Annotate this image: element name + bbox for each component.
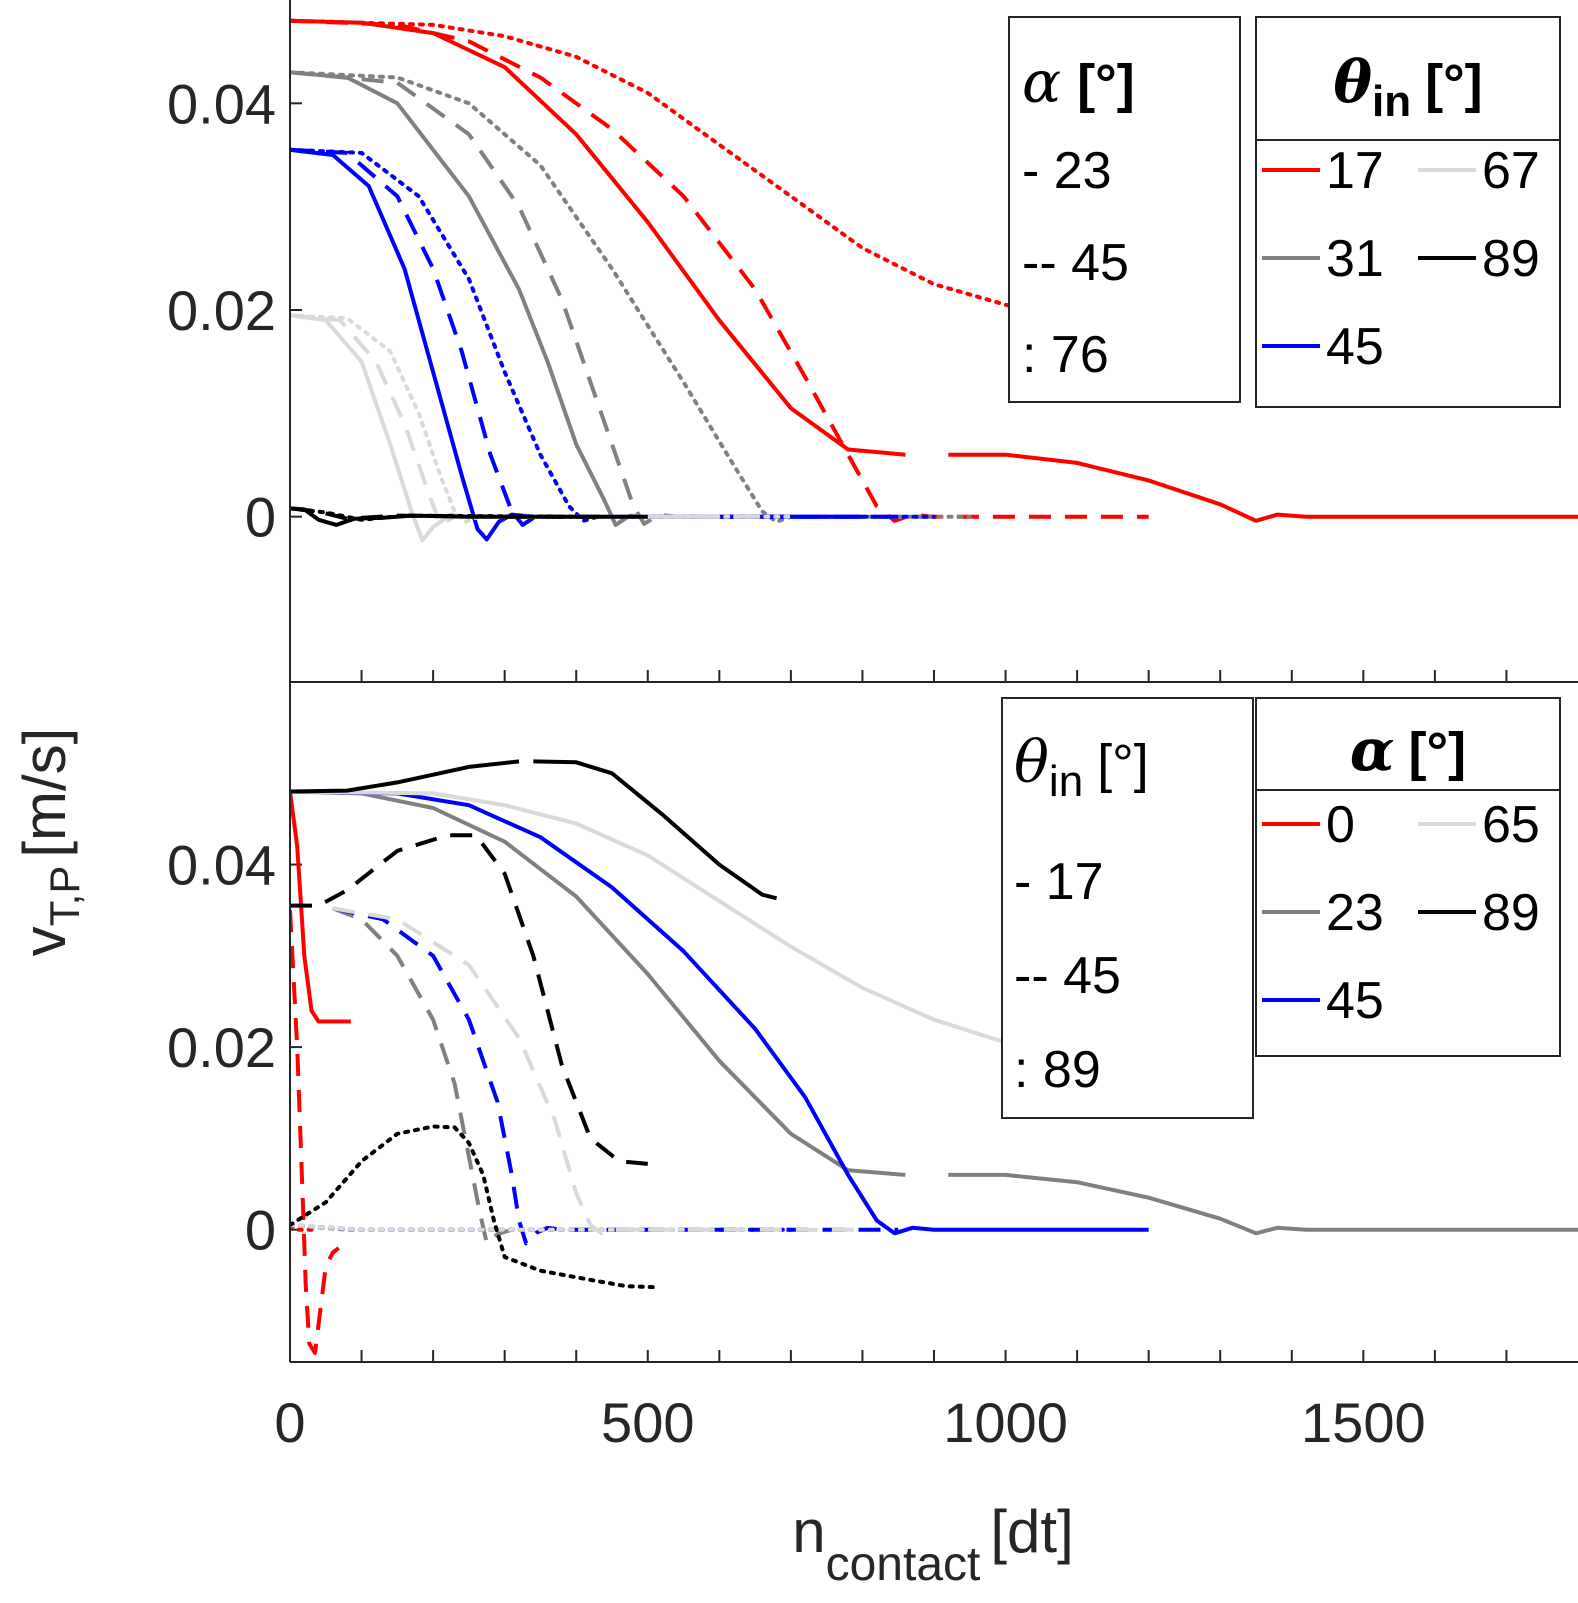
series-segment xyxy=(290,833,648,1166)
series-segment xyxy=(290,313,720,543)
series-line xyxy=(290,70,934,526)
series-line xyxy=(290,506,579,522)
bottom-style-entry: - 17 xyxy=(1014,853,1104,911)
bottom-style-entry: -- 45 xyxy=(1014,947,1121,1005)
series-segment xyxy=(533,759,778,901)
legend-label: 45 xyxy=(1326,318,1384,376)
top-legend-color: θin [°] 17 67 31 89 45 xyxy=(1255,16,1561,408)
series-segment xyxy=(290,789,1078,1054)
top-style-entry: - 23 xyxy=(1022,142,1112,200)
series-line xyxy=(290,1223,722,1232)
series-segment xyxy=(290,1223,722,1232)
series-segment xyxy=(290,70,972,524)
bottom-panel: 0 0.02 0.04 0 500 1000 1500 xyxy=(167,682,1578,1454)
top-legend-style: α [°] - 23 -- 45 : 76 xyxy=(1008,16,1241,403)
series-line xyxy=(290,313,756,527)
series-segment xyxy=(290,147,899,527)
series-line xyxy=(290,789,1078,1054)
top-color-entries: 17 67 31 89 45 xyxy=(1262,142,1540,376)
series-line xyxy=(290,789,1578,1236)
legend-label: 23 xyxy=(1326,884,1384,942)
legend-label: 89 xyxy=(1482,230,1540,288)
series-line xyxy=(290,147,936,523)
bottom-legend-color: α [°] 0 65 23 89 45 xyxy=(1255,697,1561,1057)
legend-label: 17 xyxy=(1326,142,1384,200)
series-segment xyxy=(332,906,863,1236)
series-line xyxy=(290,70,863,527)
x-tick-label: 0 xyxy=(274,1391,305,1454)
y-axis-label: vT,P[m/s] xyxy=(11,728,88,957)
series-line xyxy=(290,18,1149,523)
series-segment xyxy=(290,18,1080,318)
series-segment xyxy=(332,906,513,1246)
top-style-entry: -- 45 xyxy=(1022,234,1129,292)
y-tick-label: 0.04 xyxy=(167,834,276,897)
series-segment xyxy=(290,18,906,457)
series-segment xyxy=(290,506,579,522)
series-segment xyxy=(290,789,906,1177)
svg-text:θin[°]: θin [°] xyxy=(1333,48,1482,126)
series-line xyxy=(290,833,648,1166)
series-segment xyxy=(290,789,1149,1236)
series-line xyxy=(290,147,899,527)
legend-label: 45 xyxy=(1326,972,1384,1030)
legend-label: 65 xyxy=(1482,796,1540,854)
series-line xyxy=(290,789,1149,1236)
bottom-legend-style: θin [°] - 17 -- 45 : 89 xyxy=(1001,697,1254,1119)
y-tick-label: 0.04 xyxy=(167,72,276,135)
top-panel: 00.020.040.06 xyxy=(167,0,1578,682)
series-line xyxy=(290,313,720,543)
series-segment xyxy=(290,759,520,794)
top-series xyxy=(290,18,1578,543)
svg-text:θin[°]: θin [°] xyxy=(1014,728,1149,806)
bottom-style-entry: : 89 xyxy=(1014,1041,1101,1099)
series-line xyxy=(290,910,340,1355)
bottom-color-entries: 0 65 23 89 45 xyxy=(1262,796,1540,1030)
bottom-series xyxy=(290,759,1578,1355)
y-tick-label: 0 xyxy=(245,1199,276,1262)
x-tick-label: 500 xyxy=(601,1391,694,1454)
series-segment xyxy=(948,452,1578,523)
x-tick-label: 1000 xyxy=(943,1391,1068,1454)
y-tick-label: 0.02 xyxy=(167,279,276,342)
series-line xyxy=(290,18,1080,318)
legend-label: 0 xyxy=(1326,796,1355,854)
top-style-entry: : 76 xyxy=(1022,326,1109,384)
legend-label: 67 xyxy=(1482,142,1540,200)
series-line xyxy=(332,906,863,1236)
series-segment xyxy=(290,791,351,1024)
series-segment xyxy=(290,147,936,523)
legend-label: 31 xyxy=(1326,230,1384,288)
series-segment xyxy=(290,313,756,527)
x-tick-label: 1500 xyxy=(1301,1391,1426,1454)
bottom-ticks: 0 0.02 0.04 0 500 1000 1500 xyxy=(167,834,1508,1454)
svg-text:α[°]: α [°] xyxy=(1022,48,1135,116)
svg-text:α[°]: α [°] xyxy=(1350,716,1466,784)
series-segment xyxy=(290,910,340,1355)
series-line xyxy=(332,906,513,1246)
series-line xyxy=(290,1124,657,1290)
series-line xyxy=(290,18,1578,523)
series-segment xyxy=(290,18,1149,523)
series-segment xyxy=(290,1124,657,1290)
x-axis-label: ncontact [dt] xyxy=(792,1498,1074,1591)
series-line xyxy=(290,70,972,524)
top-ticks: 00.020.040.06 xyxy=(167,72,1508,682)
y-tick-label: 0 xyxy=(245,486,276,549)
series-segment xyxy=(290,70,863,527)
series-segment xyxy=(948,1172,1578,1236)
legend-label: 89 xyxy=(1482,884,1540,942)
series-segment xyxy=(290,70,934,526)
series-line xyxy=(290,791,351,1024)
series-line xyxy=(290,759,778,901)
y-tick-label: 0.02 xyxy=(167,1016,276,1079)
